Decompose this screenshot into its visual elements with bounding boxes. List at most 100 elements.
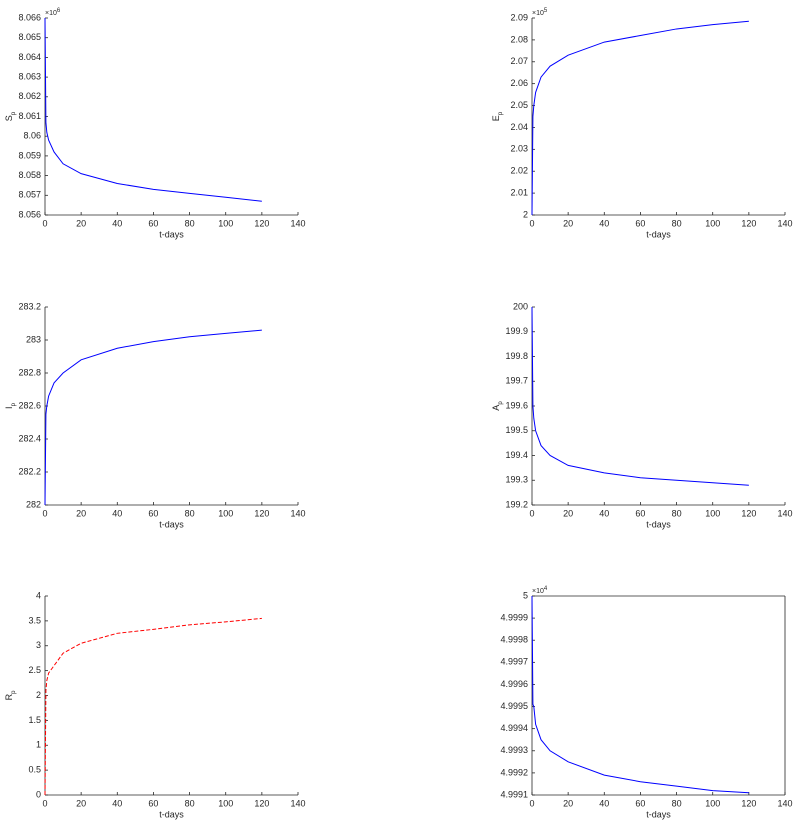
x-tick-label: 0 — [42, 218, 47, 228]
y-tick-label: 4.9992 — [500, 767, 528, 777]
y-tick-label: 1.5 — [28, 715, 41, 725]
x-tick-label: 0 — [42, 508, 47, 518]
x-tick-label: 100 — [705, 218, 720, 228]
y-tick-label: 8.066 — [18, 12, 41, 22]
x-tick-label: 120 — [254, 218, 269, 228]
x-tick-label: 0 — [42, 798, 47, 808]
x-tick-label: 40 — [599, 798, 609, 808]
y-tick-label: 8.062 — [18, 91, 41, 101]
x-axis-label: t-days — [646, 229, 671, 239]
x-tick-label: 140 — [290, 798, 305, 808]
x-tick-label: 80 — [672, 508, 682, 518]
y-tick-label: 0 — [36, 789, 41, 799]
x-tick-label: 40 — [599, 508, 609, 518]
y-axis-label-main: E — [491, 115, 501, 121]
y-tick-label: 282.2 — [18, 466, 41, 476]
x-tick-label: 120 — [254, 798, 269, 808]
y-tick-label: 199.5 — [505, 425, 528, 435]
x-tick-label: 60 — [148, 798, 158, 808]
exponent-label: ×106 — [45, 8, 61, 17]
y-tick-label: 2.5 — [28, 665, 41, 675]
x-tick-label: 140 — [777, 508, 792, 518]
y-axis-label: Ip — [4, 402, 16, 409]
x-tick-label: 20 — [76, 508, 86, 518]
data-line — [44, 329, 262, 506]
exponent-label: ×104 — [532, 586, 548, 595]
y-tick-label: 2 — [523, 209, 528, 219]
y-tick-label: 282.8 — [18, 367, 41, 377]
y-axis-label-sub: p — [498, 401, 504, 405]
y-tick-label: 3.5 — [28, 615, 41, 625]
y-tick-label: 199.2 — [505, 499, 528, 509]
y-tick-label: 4.9993 — [500, 745, 528, 755]
y-tick-label: 2.03 — [510, 144, 528, 154]
exponent-base: ×10 — [532, 588, 544, 595]
x-tick-label: 100 — [218, 508, 233, 518]
x-tick-label: 140 — [777, 798, 792, 808]
x-tick-label: 20 — [76, 798, 86, 808]
y-axis-label-sub: p — [11, 402, 17, 406]
y-tick-label: 4.9997 — [500, 657, 528, 667]
y-tick-label: 4.9996 — [500, 679, 528, 689]
y-axis-label: Ap — [491, 401, 503, 411]
y-axis-label-main: A — [491, 405, 501, 411]
y-tick-label: 2 — [36, 690, 41, 700]
x-tick-label: 0 — [529, 508, 534, 518]
subplot: 0 20 40 60 80 100 120 140 4.9991 4.9992 4.9993 4.99… — [500, 586, 792, 820]
y-tick-label: 282.4 — [18, 433, 41, 443]
x-tick-label: 120 — [741, 218, 756, 228]
y-tick-label: 8.063 — [18, 71, 41, 81]
y-tick-label: 199.8 — [505, 351, 528, 361]
y-tick-label: 5 — [523, 590, 528, 600]
exponent-power: 6 — [57, 8, 61, 14]
y-tick-label: 3 — [36, 640, 41, 650]
x-tick-label: 40 — [599, 218, 609, 228]
subplot: 0 20 40 60 80 100 120 140 2 2.01 2.02 2.03 2.04 2.05 2… — [491, 8, 792, 240]
y-tick-label: 0.5 — [28, 765, 41, 775]
exponent-base: ×10 — [532, 10, 544, 17]
y-axis-label-sub: p — [498, 111, 504, 115]
y-axis-label-sub: p — [11, 111, 17, 115]
x-tick-label: 140 — [777, 218, 792, 228]
y-tick-label: 2.06 — [510, 78, 528, 88]
x-tick-label: 40 — [112, 508, 122, 518]
y-tick-label: 1 — [36, 740, 41, 750]
y-tick-label: 2.02 — [510, 166, 528, 176]
x-tick-label: 60 — [148, 508, 158, 518]
exponent-power: 5 — [544, 8, 548, 14]
x-tick-label: 100 — [218, 798, 233, 808]
x-axis-label: t-days — [159, 229, 184, 239]
x-tick-label: 100 — [705, 798, 720, 808]
x-tick-label: 0 — [529, 798, 534, 808]
y-tick-label: 8.059 — [18, 150, 41, 160]
x-tick-label: 40 — [112, 218, 122, 228]
x-tick-label: 140 — [290, 218, 305, 228]
y-tick-label: 283.2 — [18, 301, 41, 311]
y-tick-label: 199.4 — [505, 450, 528, 460]
y-axis-label: Rp — [4, 690, 16, 701]
x-tick-label: 80 — [185, 798, 195, 808]
y-tick-label: 2.04 — [510, 122, 528, 132]
data-line — [531, 20, 749, 216]
y-tick-label: 8.065 — [18, 32, 41, 42]
subplot: 0 20 40 60 80 100 120 140 282 282.2 282.4 282.6 282.… — [4, 301, 305, 529]
y-tick-label: 4.9998 — [500, 635, 528, 645]
y-tick-label: 4.9991 — [500, 789, 528, 799]
x-tick-label: 60 — [148, 218, 158, 228]
y-tick-label: 4 — [36, 590, 41, 600]
x-tick-label: 80 — [672, 798, 682, 808]
x-tick-label: 80 — [672, 218, 682, 228]
x-tick-label: 140 — [290, 508, 305, 518]
x-tick-label: 60 — [635, 218, 645, 228]
subplot: 0 20 40 60 80 100 120 140 8.056 8.057 8.058 8.059 8.… — [4, 8, 305, 240]
x-tick-label: 100 — [705, 508, 720, 518]
y-tick-label: 2.01 — [510, 187, 528, 197]
y-axis-label: Ep — [491, 111, 503, 121]
y-axis-label-sub: p — [11, 690, 17, 694]
y-tick-label: 8.058 — [18, 170, 41, 180]
x-tick-label: 80 — [185, 218, 195, 228]
x-tick-label: 120 — [741, 798, 756, 808]
y-axis-label: Sp — [4, 111, 16, 121]
y-axis-label-main: R — [4, 693, 14, 700]
